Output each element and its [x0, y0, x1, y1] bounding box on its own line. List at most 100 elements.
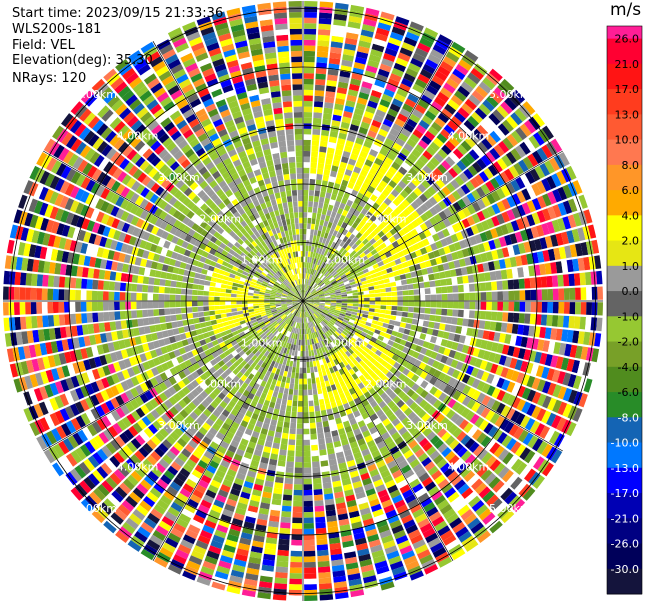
- range-gate: [303, 251, 305, 257]
- range-gate: [301, 334, 303, 340]
- range-gate: [304, 579, 317, 585]
- range-gate: [314, 500, 323, 506]
- range-gate: [92, 313, 98, 323]
- range-gate: [159, 294, 165, 300]
- range-gate: [430, 308, 436, 314]
- range-gate: [114, 302, 120, 310]
- range-gate: [86, 291, 92, 301]
- range-gate: [368, 315, 374, 319]
- range-gate: [223, 321, 229, 326]
- range-gate: [312, 383, 317, 389]
- range-gate: [317, 550, 329, 556]
- range-gate: [519, 313, 525, 323]
- range-gate: [492, 302, 498, 311]
- range-gate: [304, 445, 311, 451]
- range-gate: [435, 280, 441, 287]
- range-gate: [326, 386, 331, 393]
- range-gate: [120, 302, 126, 310]
- range-gate: [75, 290, 81, 300]
- range-gate: [317, 46, 329, 52]
- range-gate: [315, 411, 321, 417]
- range-gate: [248, 304, 254, 307]
- range-gate: [248, 309, 254, 312]
- range-gate: [313, 112, 322, 118]
- range-gate: [304, 1, 317, 7]
- range-gate: [306, 351, 309, 357]
- range-gate: [282, 506, 292, 512]
- range-gate: [291, 545, 302, 551]
- range-gate: [70, 314, 76, 325]
- range-gate: [217, 323, 223, 328]
- range-gate: [137, 310, 143, 318]
- range-gate: [363, 311, 369, 315]
- range-gate: [403, 290, 409, 295]
- range-gate: [303, 373, 307, 379]
- range-gate: [542, 289, 548, 300]
- range-gate: [352, 306, 358, 309]
- range-gate: [225, 305, 231, 309]
- range-gate: [236, 304, 242, 307]
- range-gate: [310, 168, 316, 174]
- range-gate: [294, 490, 303, 496]
- range-gate: [446, 317, 452, 324]
- range-gate: [305, 257, 307, 263]
- range-gate: [428, 274, 435, 281]
- range-gate: [295, 350, 298, 356]
- range-gate: [275, 403, 281, 410]
- range-gate: [304, 140, 311, 146]
- range-gate: [264, 299, 270, 301]
- range-gate: [296, 451, 303, 457]
- range-gate: [370, 301, 376, 304]
- range-gate: [294, 384, 298, 390]
- range-gate: [313, 202, 318, 208]
- range-gate: [253, 299, 259, 301]
- range-gate: [316, 528, 327, 534]
- range-gate: [364, 304, 370, 307]
- range-gate: [300, 368, 303, 374]
- range-gate: [503, 302, 509, 311]
- range-gate: [369, 290, 375, 294]
- range-gate: [502, 280, 508, 289]
- range-gate: [320, 2, 334, 8]
- range-gate: [436, 302, 442, 308]
- range-gate: [368, 283, 374, 287]
- range-gate: [170, 315, 176, 321]
- range-gate: [147, 294, 153, 301]
- range-gate: [276, 561, 288, 567]
- range-gate: [53, 289, 59, 300]
- range-gate: [308, 384, 312, 390]
- range-gate: [26, 316, 32, 329]
- range-gate: [314, 495, 323, 501]
- range-gate: [310, 423, 316, 429]
- range-gate: [311, 372, 315, 378]
- range-gate: [304, 551, 315, 557]
- range-gate: [131, 302, 137, 310]
- range-gate: [336, 301, 342, 303]
- range-gate: [585, 272, 592, 285]
- range-gate: [311, 378, 315, 384]
- range-gate: [321, 130, 329, 137]
- range-gate: [304, 84, 314, 90]
- range-gate: [315, 79, 325, 85]
- range-gate: [429, 281, 435, 287]
- range-gate: [304, 45, 315, 51]
- range-gate: [564, 288, 570, 300]
- range-gate: [324, 164, 331, 171]
- range-gate: [299, 340, 301, 346]
- range-gate: [153, 309, 159, 316]
- range-gate: [298, 390, 302, 396]
- range-gate: [470, 293, 476, 301]
- range-gate: [209, 301, 215, 305]
- range-gate: [325, 403, 331, 410]
- range-gate: [377, 321, 383, 326]
- range-gate: [314, 96, 323, 102]
- range-gate: [325, 380, 330, 386]
- range-gate: [440, 279, 446, 286]
- range-gate: [316, 377, 321, 383]
- range-gate: [353, 298, 359, 301]
- range-gate: [164, 294, 170, 300]
- range-gate: [304, 12, 317, 18]
- range-gate: [311, 151, 318, 157]
- range-gate: [209, 306, 215, 311]
- range-gate: [209, 311, 215, 316]
